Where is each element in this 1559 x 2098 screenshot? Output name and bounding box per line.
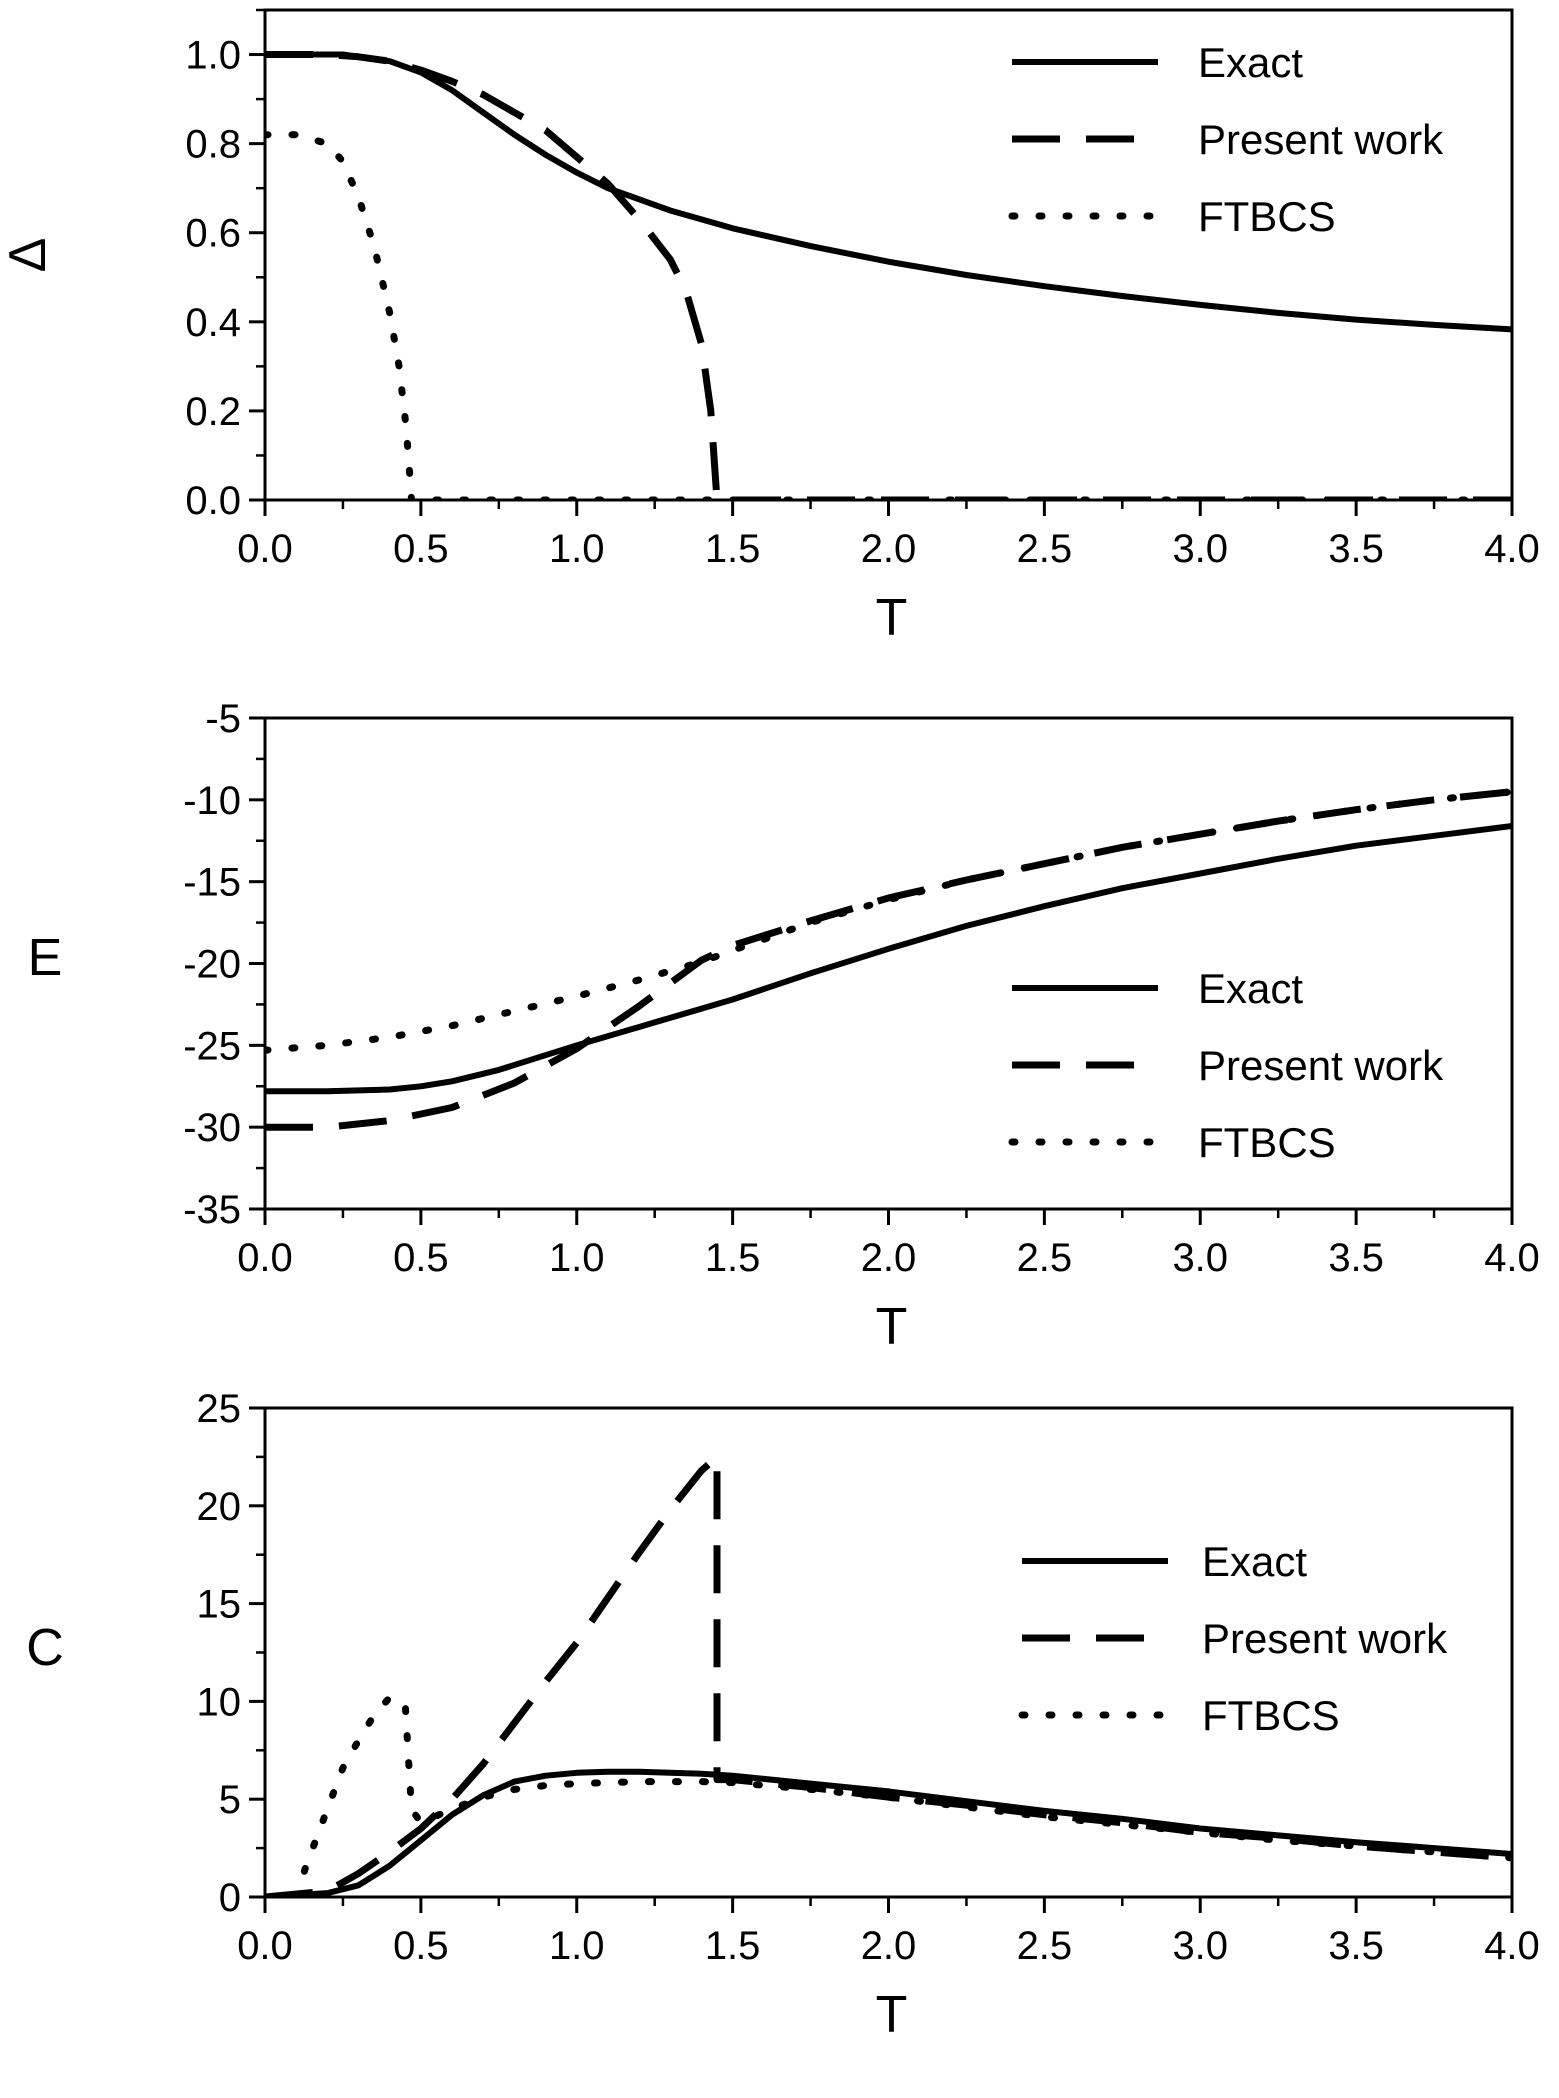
x-tick-label: 4.0 <box>1484 527 1540 571</box>
x-tick-label: 3.5 <box>1328 1236 1384 1280</box>
y-tick-label: 20 <box>197 1485 242 1529</box>
series-line-ftbcs <box>292 1694 1512 1897</box>
x-tick-label: 2.5 <box>1017 1236 1073 1280</box>
series-line-ftbcs <box>265 788 1512 1054</box>
legend-label: Exact <box>1198 39 1303 86</box>
x-tick-label: 2.0 <box>861 1924 917 1968</box>
x-tick-label: 0.5 <box>393 1236 449 1280</box>
x-tick-label: 3.5 <box>1328 527 1384 571</box>
panel-delta: 0.0 0.5 1.0 1.5 2.0 2.5 3.0 3.5 4.0 0.0 0.2 0.4 0.6 0… <box>0 8 1540 647</box>
y-tick-label: -25 <box>183 1024 241 1068</box>
x-axis-label: T <box>876 1298 908 1356</box>
y-axis-label: Δ <box>0 238 57 273</box>
x-tick-label: 3.0 <box>1172 1236 1228 1280</box>
legend-label: FTBCS <box>1198 193 1336 240</box>
x-tick-label: 4.0 <box>1484 1236 1540 1280</box>
x-tick-label: 1.5 <box>705 527 761 571</box>
y-tick-label: -10 <box>183 779 241 823</box>
y-tick-label: 10 <box>197 1680 242 1724</box>
x-tick-label: 2.5 <box>1017 1924 1073 1968</box>
y-tick-label: 0.4 <box>185 301 241 345</box>
legend-label: Present work <box>1202 1615 1448 1662</box>
y-axis-label: E <box>28 929 63 987</box>
x-axis-label: T <box>876 1986 908 2044</box>
y-tick-label: 0.0 <box>185 479 241 523</box>
x-tick-label: 1.0 <box>549 1924 605 1968</box>
x-tick-label: 0.5 <box>393 527 449 571</box>
x-tick-label: 0.0 <box>237 1924 293 1968</box>
series-line-exact <box>265 51 1512 333</box>
x-tick-label: 3.0 <box>1172 527 1228 571</box>
y-tick-label: 25 <box>197 1387 242 1431</box>
legend-label: Present work <box>1198 1042 1444 1089</box>
y-tick-label: 15 <box>197 1583 242 1627</box>
x-tick-label: 1.5 <box>705 1236 761 1280</box>
legend: Exact Present work FTBCS <box>1018 1538 1448 1739</box>
y-tick-label: 1.0 <box>185 34 241 78</box>
legend-label: Present work <box>1198 116 1444 163</box>
panel-energy: 0.0 0.5 1.0 1.5 2.0 2.5 3.0 3.5 4.0 -35 -30 -25 -20 -… <box>28 697 1540 1356</box>
series-line-present-work <box>265 1453 1512 1897</box>
y-tick-label: 5 <box>219 1778 241 1822</box>
x-tick-label: 0.0 <box>237 527 293 571</box>
x-tick-label: 3.5 <box>1328 1924 1384 1968</box>
x-tick-label: 0.0 <box>237 1236 293 1280</box>
x-tick-label: 2.0 <box>861 1236 917 1280</box>
x-tick-label: 1.0 <box>549 527 605 571</box>
y-tick-label: -15 <box>183 861 241 905</box>
series-line-exact <box>265 1768 1512 1897</box>
y-tick-label: -5 <box>205 697 241 741</box>
legend-label: FTBCS <box>1202 1692 1340 1739</box>
x-tick-label: 4.0 <box>1484 1924 1540 1968</box>
x-tick-label: 3.0 <box>1172 1924 1228 1968</box>
y-tick-label: -30 <box>183 1106 241 1150</box>
series-line-exact <box>265 823 1512 1095</box>
y-tick-label: -20 <box>183 943 241 987</box>
x-tick-label: 1.5 <box>705 1924 761 1968</box>
y-tick-label: 0.8 <box>185 123 241 167</box>
legend-label: FTBCS <box>1198 1119 1336 1166</box>
y-tick-label: 0.6 <box>185 212 241 256</box>
x-tick-label: 0.5 <box>393 1924 449 1968</box>
series-line-ftbcs <box>265 131 1512 500</box>
legend-label: Exact <box>1198 965 1303 1012</box>
x-tick-label: 1.0 <box>549 1236 605 1280</box>
legend: Exact Present work FTBCS <box>1008 39 1444 240</box>
x-tick-label: 2.5 <box>1017 527 1073 571</box>
x-axis-label: T <box>876 589 908 647</box>
y-tick-label: 0.2 <box>185 390 241 434</box>
y-tick-label: 0 <box>219 1876 241 1920</box>
legend-label: Exact <box>1202 1538 1307 1585</box>
y-tick-label: -35 <box>183 1188 241 1232</box>
x-tick-label: 2.0 <box>861 527 917 571</box>
panel-heat-capacity: 0.0 0.5 1.0 1.5 2.0 2.5 3.0 3.5 4.0 0 5 10 15 20 25 T C E… <box>26 1387 1540 2044</box>
series-line-present-work <box>265 788 1512 1131</box>
y-axis-label: C <box>26 1619 64 1677</box>
legend: Exact Present work FTBCS <box>1008 965 1444 1166</box>
